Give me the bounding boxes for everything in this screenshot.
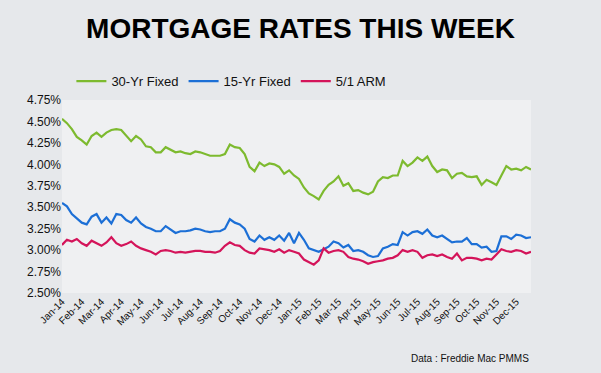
svg-text:Dec-14: Dec-14 xyxy=(254,296,285,327)
svg-text:4.00%: 4.00% xyxy=(27,158,61,172)
svg-text:15-Yr Fixed: 15-Yr Fixed xyxy=(224,74,291,89)
svg-text:Jun-15: Jun-15 xyxy=(373,296,403,326)
svg-text:Aug-15: Aug-15 xyxy=(412,296,443,327)
svg-text:2.75%: 2.75% xyxy=(27,265,61,279)
svg-text:3.75%: 3.75% xyxy=(27,179,61,193)
svg-text:5/1 ARM: 5/1 ARM xyxy=(336,74,386,89)
svg-text:4.75%: 4.75% xyxy=(27,93,61,107)
svg-text:Mar-14: Mar-14 xyxy=(76,296,106,326)
svg-text:Sep-14: Sep-14 xyxy=(194,296,225,327)
svg-text:4.50%: 4.50% xyxy=(27,115,61,129)
svg-text:May-15: May-15 xyxy=(352,296,384,328)
svg-text:May-14: May-14 xyxy=(115,296,147,328)
svg-text:Jul-14: Jul-14 xyxy=(158,296,185,323)
svg-text:MORTGAGE RATES THIS WEEK: MORTGAGE RATES THIS WEEK xyxy=(86,13,515,44)
svg-text:Data : Freddie Mac PMMS: Data : Freddie Mac PMMS xyxy=(411,353,529,364)
svg-text:3.50%: 3.50% xyxy=(27,200,61,214)
svg-text:30-Yr Fixed: 30-Yr Fixed xyxy=(111,74,178,89)
svg-text:Aug-14: Aug-14 xyxy=(175,296,206,327)
svg-text:Jan-15: Jan-15 xyxy=(275,296,305,326)
svg-text:Jun-14: Jun-14 xyxy=(136,296,166,326)
svg-text:3.00%: 3.00% xyxy=(27,243,61,257)
svg-text:Nov-14: Nov-14 xyxy=(234,296,265,327)
svg-text:Oct-15: Oct-15 xyxy=(453,296,482,325)
svg-text:3.25%: 3.25% xyxy=(27,222,61,236)
svg-text:Sep-15: Sep-15 xyxy=(431,296,462,327)
svg-text:Jan-14: Jan-14 xyxy=(38,296,68,326)
svg-text:Feb-14: Feb-14 xyxy=(57,296,87,326)
svg-text:Mar-15: Mar-15 xyxy=(313,296,343,326)
svg-text:Oct-14: Oct-14 xyxy=(216,296,245,325)
svg-text:Dec-15: Dec-15 xyxy=(491,296,522,327)
svg-text:Apr-14: Apr-14 xyxy=(97,296,126,325)
svg-text:Apr-15: Apr-15 xyxy=(334,296,363,325)
svg-text:2.50%: 2.50% xyxy=(27,286,61,300)
svg-text:Nov-15: Nov-15 xyxy=(471,296,502,327)
svg-text:Feb-15: Feb-15 xyxy=(293,296,323,326)
svg-text:Jul-15: Jul-15 xyxy=(395,296,422,323)
svg-text:4.25%: 4.25% xyxy=(27,136,61,150)
